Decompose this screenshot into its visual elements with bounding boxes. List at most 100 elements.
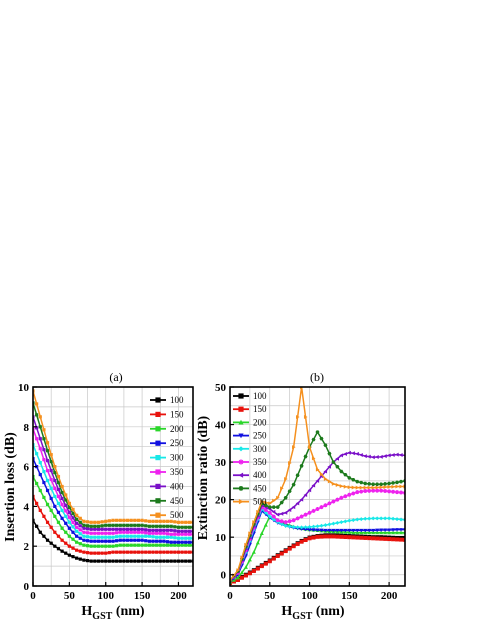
legend-item-300: 300: [150, 453, 184, 463]
panel-a-x-axis-label-unit: (nm): [112, 604, 145, 619]
series-300-point: [279, 522, 284, 527]
series-250-point: [343, 528, 348, 533]
series-250-point: [133, 538, 137, 542]
series-100-point: [100, 559, 104, 563]
series-300-point: [323, 523, 328, 528]
series-350-point: [64, 509, 68, 513]
series-150-point: [162, 550, 166, 554]
series-200-point: [78, 542, 82, 546]
series-150-point: [391, 537, 396, 542]
series-150-line: [230, 535, 405, 584]
series-350-point: [371, 488, 376, 493]
series-100-point: [85, 559, 90, 563]
series-400-point: [343, 452, 347, 457]
series-300: [33, 443, 193, 540]
series-250-point: [351, 528, 356, 533]
series-150-point: [279, 551, 284, 556]
series-300-point: [311, 524, 316, 529]
legend-label: 500: [170, 510, 184, 520]
series-450-point: [104, 523, 108, 527]
series-500-point: [180, 520, 184, 524]
series-200-point: [35, 481, 39, 486]
series-350-point: [315, 507, 320, 512]
series-500-point: [104, 519, 108, 523]
series-300-point: [93, 535, 97, 539]
series-350-point: [267, 510, 272, 515]
x-tick-label: 0: [227, 590, 233, 602]
series-400-point: [355, 451, 359, 456]
legend-swatch-marker: [238, 459, 244, 465]
series-400-point: [399, 452, 403, 457]
series-200-point: [64, 530, 68, 534]
series-400-point: [327, 464, 332, 469]
series-500-point: [351, 485, 356, 490]
series-150-point: [140, 550, 144, 554]
series-400-point: [391, 452, 395, 457]
series-150-point: [115, 550, 119, 554]
series-500-point: [140, 518, 144, 522]
series-500-point: [64, 493, 68, 497]
series-200-point: [147, 543, 151, 547]
x-tick-label: 200: [170, 590, 187, 602]
series-500-point: [35, 402, 39, 406]
series-250-point: [311, 528, 316, 532]
series-400-point: [111, 527, 115, 531]
legend-item-300: 300: [233, 444, 267, 454]
series-150-point: [307, 536, 312, 541]
series-150-point: [239, 575, 244, 580]
series-300-point: [327, 522, 332, 527]
series-100-point: [45, 538, 50, 542]
series-450-point: [53, 470, 57, 475]
series-500-point: [343, 484, 348, 489]
series-400-point: [176, 529, 181, 533]
legend-swatch-marker: [238, 486, 244, 491]
series-250-point: [49, 496, 53, 501]
legend-item-100: 100: [150, 395, 184, 405]
series-500-point: [162, 519, 166, 523]
series-300-point: [82, 534, 86, 538]
series-250-point: [85, 539, 90, 543]
series-150-point: [271, 556, 276, 561]
series-500-point: [107, 519, 111, 523]
series-100-point: [122, 559, 126, 563]
series-350-point: [49, 477, 53, 482]
series-400-point: [287, 507, 292, 512]
series-500-point: [307, 445, 312, 450]
series-250-point: [375, 528, 380, 533]
series-350-point: [82, 530, 86, 534]
series-300-point: [56, 501, 61, 506]
series-150-point: [375, 536, 380, 541]
series-350-point: [347, 492, 352, 497]
x-tick-label: 100: [301, 590, 318, 602]
series-150-point: [176, 550, 181, 554]
y-tick-label: 50: [215, 382, 227, 394]
series-350-point: [275, 518, 280, 523]
series-250-point: [147, 539, 151, 543]
series-250-point: [140, 538, 144, 542]
series-300-point: [71, 525, 75, 529]
series-300-point: [184, 536, 188, 540]
series-450-point: [89, 524, 93, 528]
series-500-point: [311, 456, 316, 461]
series-350-point: [283, 520, 288, 525]
legend-item-400: 400: [233, 470, 267, 480]
series-400-point: [151, 528, 155, 532]
series-100-point: [169, 559, 173, 563]
series-500-point: [248, 531, 252, 536]
series-150-point: [315, 534, 320, 539]
series-400-point: [383, 454, 387, 459]
series-150-point: [291, 544, 296, 549]
legend-label: 450: [253, 483, 267, 493]
series-400-point: [75, 521, 79, 525]
series-500-point: [383, 485, 388, 490]
legend-item-150: 150: [233, 404, 267, 414]
series-350-point: [67, 515, 71, 519]
series-450-point: [118, 523, 122, 527]
series-350-point: [147, 531, 151, 535]
series-350-point: [271, 514, 276, 519]
series-400-point: [323, 469, 328, 474]
series-200-point: [367, 530, 372, 535]
series-400-point: [347, 450, 351, 455]
series-100-point: [151, 559, 155, 563]
series-350-point: [263, 507, 268, 512]
